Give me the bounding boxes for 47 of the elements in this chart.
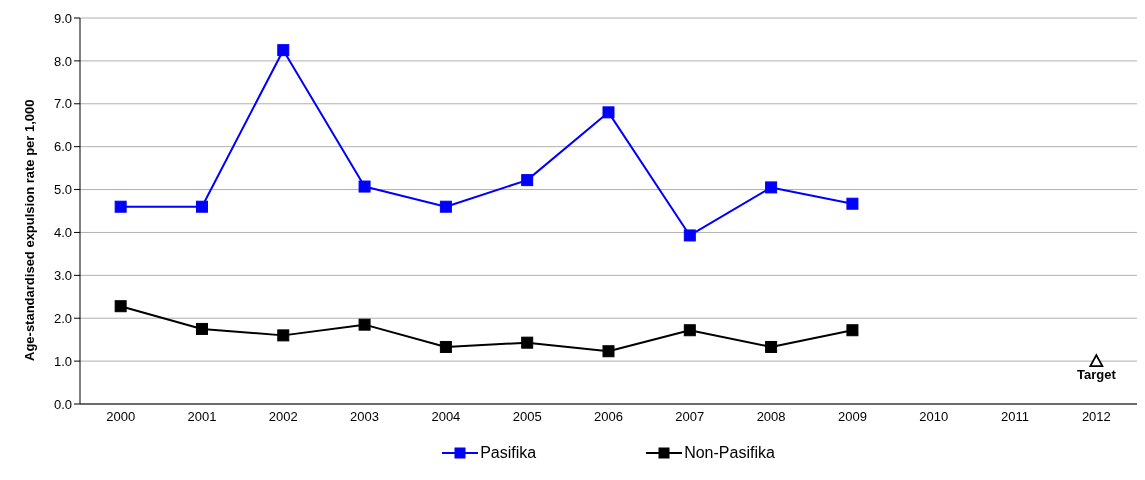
point <box>683 324 696 337</box>
x-tick-label: 2010 <box>919 409 949 425</box>
x-tick-label: 2011 <box>1001 409 1030 425</box>
x-tick-label: 2007 <box>675 409 705 425</box>
point <box>358 318 371 331</box>
point <box>277 44 290 57</box>
point <box>765 181 778 194</box>
y-tick-label: 2.0 <box>53 310 72 326</box>
point <box>114 200 127 213</box>
y-tick-label: 0.0 <box>53 396 72 412</box>
x-tick-label: 2009 <box>837 409 867 425</box>
point <box>439 340 452 353</box>
y-axis-title: Age-standardised expulsion rate per 1,000 <box>21 99 37 361</box>
point <box>195 322 208 335</box>
point <box>521 336 534 349</box>
x-tick-label: 2005 <box>512 409 542 425</box>
point <box>602 106 615 119</box>
legend-label: Pasifika <box>480 444 537 462</box>
y-tick-label: 3.0 <box>53 267 72 283</box>
legend-label: Non-Pasifika <box>684 444 775 462</box>
x-tick-label: 2004 <box>431 409 461 425</box>
point <box>765 340 778 353</box>
y-tick-label: 8.0 <box>53 53 72 69</box>
x-tick-label: 2012 <box>1081 409 1111 425</box>
y-tick-label: 6.0 <box>53 139 72 155</box>
y-tick-label: 1.0 <box>53 353 72 369</box>
point <box>195 200 208 213</box>
point <box>521 174 534 187</box>
x-tick-label: 2000 <box>106 409 136 425</box>
y-tick-label: 4.0 <box>53 225 72 241</box>
point <box>358 180 371 193</box>
x-tick-label: 2003 <box>350 409 380 425</box>
point <box>602 345 615 358</box>
point <box>114 300 127 313</box>
point <box>1089 354 1104 368</box>
x-tick-label: 2002 <box>268 409 298 425</box>
series-label: Target <box>1076 366 1117 382</box>
x-tick-label: 2006 <box>594 409 623 425</box>
point <box>439 200 452 213</box>
x-tick-label: 2008 <box>756 409 786 425</box>
y-tick-label: 9.0 <box>53 10 72 26</box>
point <box>846 324 859 337</box>
y-tick-label: 5.0 <box>53 182 72 198</box>
point <box>683 229 696 242</box>
x-tick-label: 2001 <box>187 409 217 425</box>
y-tick-label: 7.0 <box>53 96 72 112</box>
point <box>277 329 290 342</box>
